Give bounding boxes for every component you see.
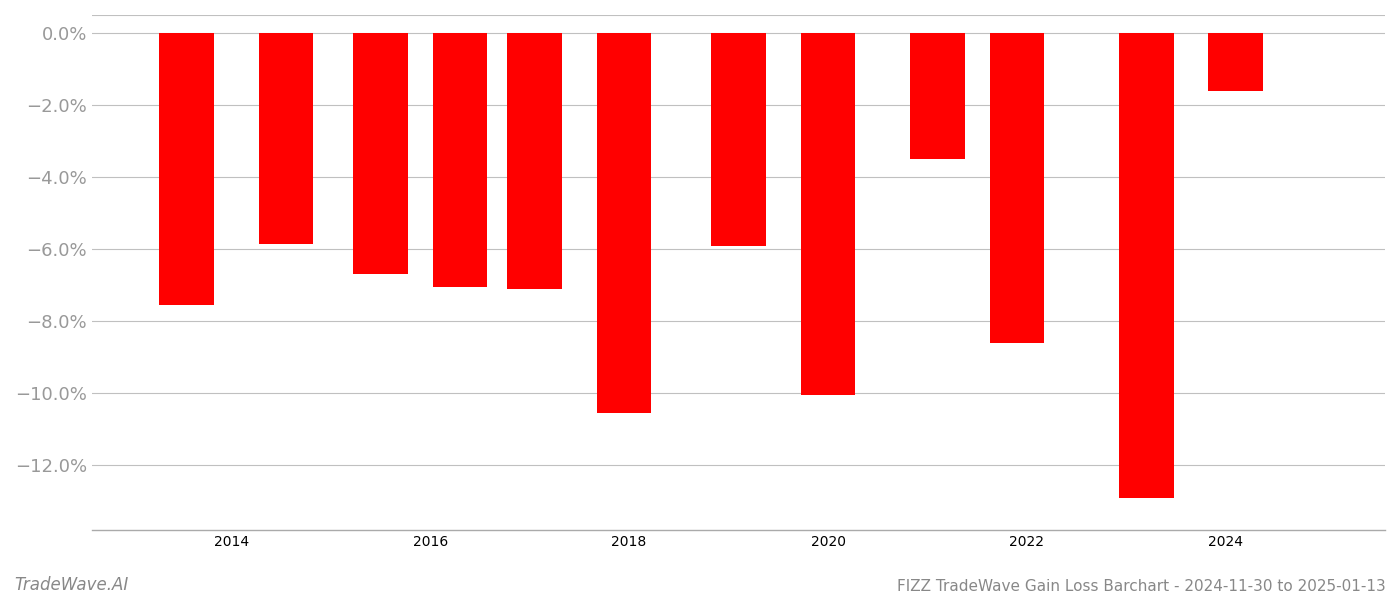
Bar [990, 33, 1044, 343]
Bar [801, 33, 855, 395]
Bar [596, 33, 651, 413]
Bar [1119, 33, 1173, 498]
Text: FIZZ TradeWave Gain Loss Barchart - 2024-11-30 to 2025-01-13: FIZZ TradeWave Gain Loss Barchart - 2024… [897, 579, 1386, 594]
Bar [1208, 33, 1263, 91]
Bar [353, 33, 407, 274]
Bar [433, 33, 487, 287]
Bar [711, 33, 766, 245]
Bar [910, 33, 965, 159]
Text: TradeWave.AI: TradeWave.AI [14, 576, 129, 594]
Bar [259, 33, 314, 244]
Bar [160, 33, 214, 305]
Bar [507, 33, 561, 289]
